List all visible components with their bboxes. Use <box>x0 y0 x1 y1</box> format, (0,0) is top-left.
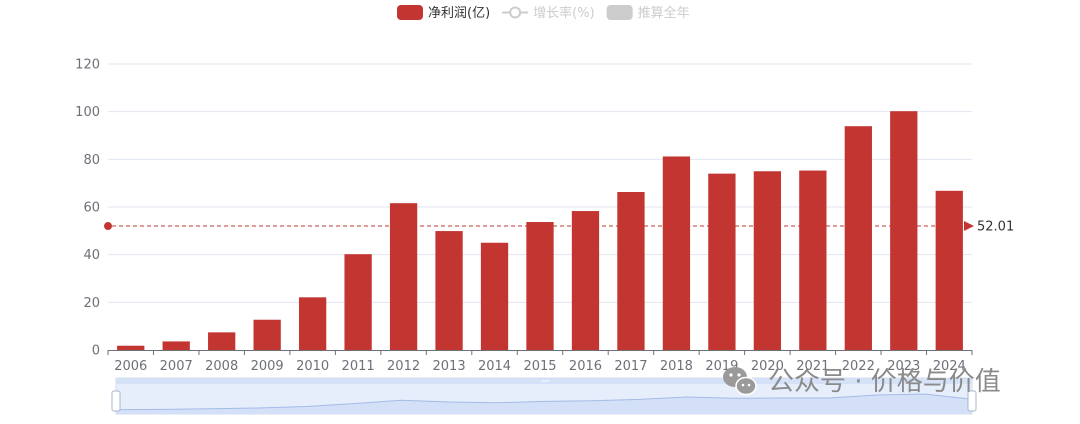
bar <box>799 170 827 350</box>
bar <box>344 254 372 350</box>
bar <box>844 126 872 350</box>
x-tick-label: 2017 <box>614 359 647 374</box>
bar <box>208 332 236 350</box>
x-tick-label: 2023 <box>887 359 920 374</box>
legend-item[interactable]: 增长率(%) <box>502 5 595 21</box>
bar <box>253 319 281 350</box>
watermark: 公众号 · 价格与价值 <box>723 367 1001 397</box>
bar <box>298 297 327 350</box>
wechat-icon-bubble-small <box>735 376 757 396</box>
x-tick-label: 2022 <box>842 359 875 374</box>
x-tick-label: 2021 <box>796 359 829 374</box>
bar <box>435 231 463 350</box>
legend-label: 推算全年 <box>638 5 690 21</box>
x-tick-label: 2009 <box>251 359 284 374</box>
x-tick-label: 2024 <box>933 359 966 374</box>
wechat-icon-eye <box>747 383 751 387</box>
legend-label: 净利润(亿) <box>428 6 490 21</box>
x-tick-label: 2011 <box>342 359 375 374</box>
wechat-icon-eye <box>729 373 733 377</box>
legend-swatch <box>606 5 633 20</box>
bar <box>617 191 645 350</box>
average-line-arrow <box>964 221 974 232</box>
legend: 净利润(亿) 增长率(%) 推算全年 <box>397 5 690 21</box>
x-tick-label: 2015 <box>523 359 556 374</box>
x-tick-label: 2006 <box>114 359 147 374</box>
bar <box>389 203 418 350</box>
average-line-start-marker <box>104 222 112 231</box>
x-tick-label: 2013 <box>433 359 466 374</box>
bar <box>571 211 600 350</box>
datazoom-overview-line <box>115 393 973 411</box>
wechat-icon <box>723 367 757 396</box>
x-tick-label: 2016 <box>569 359 602 374</box>
datazoom-slider[interactable] <box>111 377 977 415</box>
x-tick-label: 2020 <box>751 359 784 374</box>
x-tick-label: 2012 <box>387 359 420 374</box>
datazoom-handle[interactable] <box>967 390 977 412</box>
legend-swatch <box>397 5 423 20</box>
x-tick-label: 2018 <box>660 359 693 374</box>
x-tick-label: 2008 <box>205 359 238 374</box>
y-tick-label: 100 <box>75 105 100 120</box>
bar <box>526 222 554 350</box>
legend-item[interactable]: 净利润(亿) <box>397 5 490 21</box>
bar <box>162 341 190 350</box>
legend-label: 增长率(%) <box>533 5 595 21</box>
bar <box>753 171 782 350</box>
x-tick-label: 2007 <box>160 359 193 374</box>
datazoom-handle[interactable] <box>111 390 121 412</box>
axes: 0 20 40 60 80 100 120 2006 2007 2008 2009 2010 2011 2… <box>75 58 973 374</box>
legend-item[interactable]: 推算全年 <box>606 5 690 21</box>
bar <box>117 345 145 350</box>
legend-circle-icon <box>509 6 522 19</box>
bar <box>662 156 691 350</box>
x-tick-label: 2014 <box>478 359 511 374</box>
y-tick-label: 80 <box>83 153 100 168</box>
average-line-label: 52.01 <box>977 220 1014 235</box>
y-tick-label: 40 <box>83 248 100 263</box>
average-markline: 52.01 <box>104 220 1014 235</box>
wechat-icon-eye <box>737 373 741 377</box>
y-tick-label: 0 <box>92 344 100 359</box>
datazoom-overview-area <box>116 394 972 414</box>
wechat-icon-eye <box>741 383 745 387</box>
y-tick-label: 120 <box>75 58 100 73</box>
y-tick-label: 20 <box>83 296 100 311</box>
x-tick-label: 2010 <box>296 359 329 374</box>
bars <box>117 111 963 350</box>
bar <box>935 190 963 350</box>
grid-lines <box>108 63 972 303</box>
watermark-text: 公众号 · 价格与价值 <box>768 367 1001 397</box>
bar <box>890 111 918 350</box>
bar <box>708 173 736 350</box>
y-tick-label: 60 <box>83 201 100 216</box>
bar <box>480 242 509 350</box>
